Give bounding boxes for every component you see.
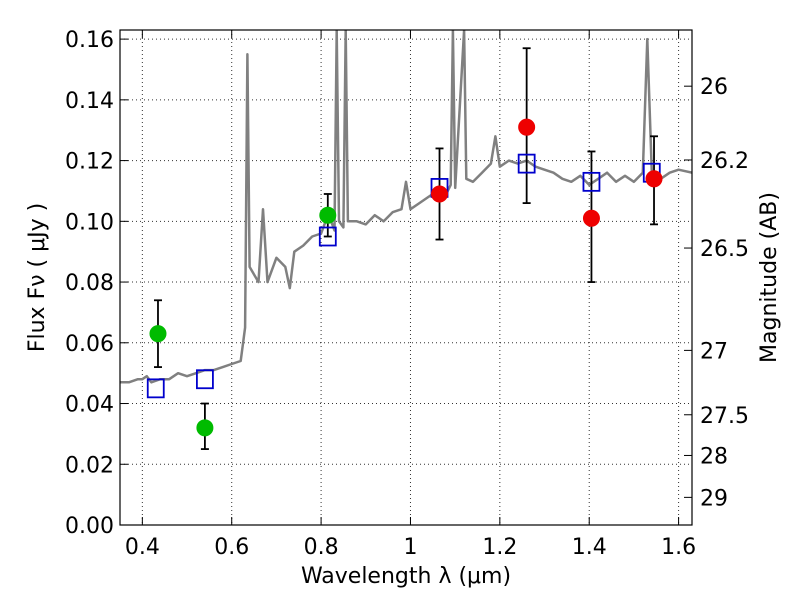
x-tick-label: 1 — [403, 535, 417, 560]
plot-frame — [119, 29, 693, 526]
optical-point — [319, 206, 337, 224]
y2-tick-label: 27.5 — [700, 404, 749, 429]
y-tick-label: 0.16 — [65, 28, 114, 53]
grid — [120, 30, 692, 526]
nir-point — [431, 185, 449, 203]
y-tick-label: 0.06 — [65, 332, 114, 357]
y-tick-label: 0.04 — [65, 393, 114, 418]
y-tick-label: 0.00 — [65, 514, 114, 539]
x-tick-label: 0.8 — [304, 535, 339, 560]
model-photometry-square — [517, 153, 536, 174]
nir-point — [645, 170, 663, 188]
x-tick-label: 0.4 — [125, 535, 160, 560]
spectrum-layer — [120, 30, 692, 384]
y-tick-label: 0.02 — [65, 453, 114, 478]
y-axis-label: Flux Fν ( μJy ) — [25, 203, 50, 352]
y2-tick-label: 28 — [700, 444, 728, 469]
x-tick-label: 1.6 — [661, 535, 696, 560]
model-photometry-square — [146, 378, 165, 399]
spectrum-line — [120, 30, 692, 384]
observed-points-layer — [149, 118, 663, 437]
y2-tick-label: 26.5 — [700, 237, 749, 262]
nir-point — [582, 209, 600, 227]
model-photometry-square — [318, 226, 337, 247]
errorbar-layer — [153, 47, 659, 450]
y2-axis-label: Magnitude (AB) — [757, 192, 782, 363]
optical-point — [149, 325, 167, 343]
y-tick-label: 0.08 — [65, 271, 114, 296]
x-tick-label: 0.6 — [214, 535, 249, 560]
y2-tick-label: 26.2 — [700, 149, 749, 174]
y2-tick-label: 27 — [700, 339, 728, 364]
x-axis-label: Wavelength λ (μm) — [301, 564, 511, 589]
model-photometry-square — [582, 171, 601, 192]
ticks: 0.4 0.6 0.8 1 1.2 1.4 1.6 0.00 0.02 0.04 0.06 0.08 0… — [65, 28, 749, 560]
x-tick-label: 1.4 — [572, 535, 607, 560]
y2-tick-label: 26 — [700, 75, 728, 100]
y-tick-label: 0.10 — [65, 210, 114, 235]
y-tick-label: 0.14 — [65, 89, 114, 114]
model-photometry-square — [196, 369, 214, 390]
nir-point — [518, 118, 536, 136]
x-tick-label: 1.2 — [482, 535, 517, 560]
y2-tick-label: 29 — [700, 486, 728, 511]
y-tick-label: 0.12 — [65, 150, 114, 175]
optical-point — [196, 419, 214, 437]
